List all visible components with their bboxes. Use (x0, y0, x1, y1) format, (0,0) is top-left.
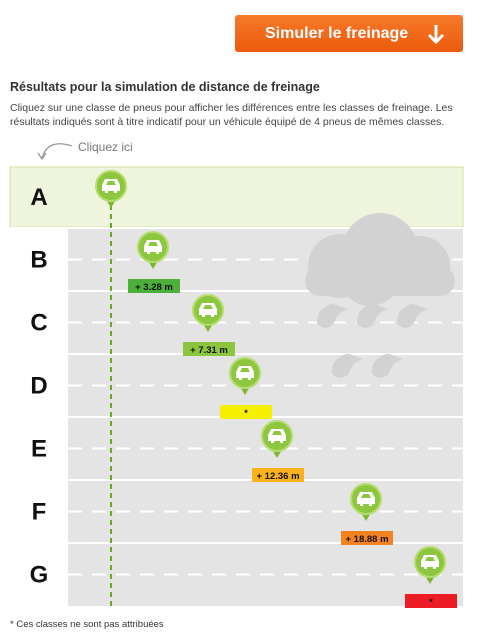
footnote: * Ces classes ne sont pas attribuées (10, 619, 164, 630)
class-row[interactable]: F (10, 479, 463, 526)
distance-label: + 7.31 m (190, 345, 228, 356)
class-letter: G (30, 562, 49, 589)
hint-text: Cliquez ici (78, 140, 133, 154)
car-icon (144, 240, 162, 254)
car-pin (229, 357, 261, 395)
results-title: Résultats pour la simulation de distance… (10, 80, 320, 94)
rain-drop (357, 303, 388, 328)
cloud-decoration (305, 213, 455, 378)
distance-badge (220, 405, 272, 419)
distance-label: + 3.28 m (135, 282, 173, 293)
car-pin (350, 483, 382, 521)
class-letter: E (31, 436, 47, 463)
distance-label: + 18.88 m (345, 534, 388, 545)
rain-drop (332, 353, 363, 378)
rain-drop (372, 353, 403, 378)
distance-badge (128, 279, 180, 293)
class-letter: B (30, 247, 47, 274)
distance-label: * (429, 597, 433, 608)
class-letter: F (32, 499, 47, 526)
class-letter: D (30, 373, 47, 400)
distance-badge (405, 594, 457, 608)
car-icon (199, 303, 217, 317)
results-grid: A B C D E F G + 3.28 m + 7.31 m * + 12.36 m + 18.88… (9, 166, 464, 608)
distance-badge (341, 531, 393, 545)
rain-drop (397, 303, 428, 328)
results-description: Cliquez sur une classe de pneus pour aff… (10, 102, 453, 128)
hint-arrow (37, 143, 73, 161)
car-pin (414, 546, 446, 584)
distance-badge (252, 468, 304, 482)
button-text: Simuler le freinage (265, 25, 409, 42)
simulate-button[interactable]: Simuler le freinage (235, 15, 463, 52)
class-letter: A (30, 184, 47, 211)
car-icon (236, 366, 254, 380)
car-pin (137, 231, 169, 269)
car-pin (95, 170, 127, 208)
arrow-icon (427, 25, 445, 44)
car-icon (102, 179, 120, 193)
class-letter: C (30, 310, 47, 337)
cloud-part (305, 266, 455, 296)
car-icon (268, 429, 286, 443)
car-icon (421, 555, 439, 569)
car-pin (192, 294, 224, 332)
rain-drop (317, 303, 348, 328)
car-icon (357, 492, 375, 506)
distance-label: * (244, 408, 248, 419)
distance-badge (183, 342, 235, 356)
car-pin (261, 420, 293, 458)
distance-label: + 12.36 m (256, 471, 299, 482)
